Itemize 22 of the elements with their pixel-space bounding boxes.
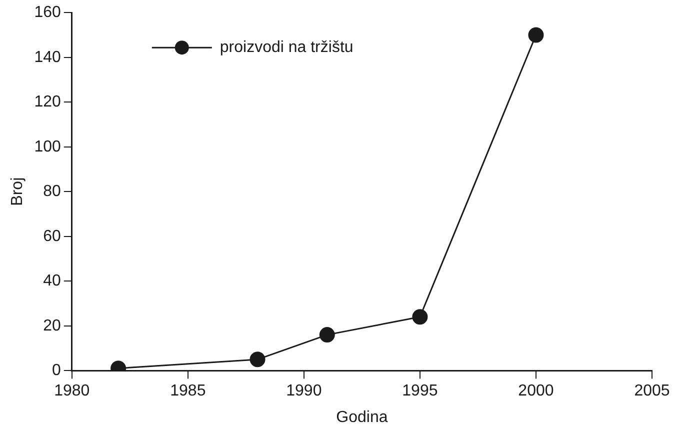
y-tick-label: 20: [43, 317, 61, 334]
x-tick-label: 2000: [518, 382, 554, 400]
point: [319, 327, 335, 343]
legend-label: proizvodi na tržištu: [220, 39, 354, 56]
y-axis-title: Broj: [9, 177, 26, 206]
x-tick-label: 2005: [634, 382, 670, 400]
x-tick-label: 1995: [402, 382, 438, 400]
point: [250, 352, 266, 368]
x-tick-label: 1980: [54, 382, 90, 400]
x-tick-label: 1990: [286, 382, 322, 400]
y-tick-label: 0: [52, 362, 61, 380]
x-axis-title: Godina: [336, 408, 388, 426]
point: [412, 309, 428, 325]
y-tick-label: 80: [43, 183, 61, 200]
point: [528, 27, 544, 43]
x-tick-label: 1985: [170, 382, 206, 400]
y-tick-label: 40: [43, 272, 61, 290]
y-tick-label: 100: [34, 138, 61, 156]
y-tick-label: 120: [34, 94, 61, 111]
y-tick-label: 60: [43, 228, 61, 245]
y-tick-label: 140: [34, 48, 61, 66]
y-tick-label: 160: [34, 4, 61, 22]
